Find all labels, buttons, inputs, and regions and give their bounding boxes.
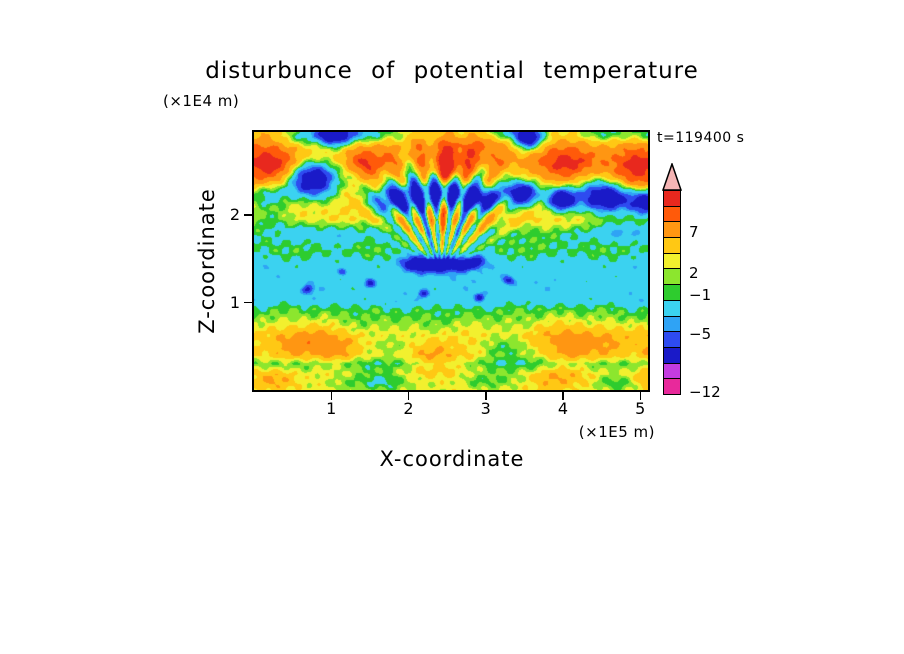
x-tick-label: 3 [480,399,491,418]
x-tick-label: 4 [557,399,569,418]
x-tick-mark [407,392,410,400]
colorbar-segment [664,252,680,269]
colorbar-label: −5 [689,324,712,343]
colorbar-segment [664,315,680,332]
colorbar-segment [664,221,680,238]
x-axis-title: X-coordinate [379,447,525,471]
colorbar-segment [664,268,680,285]
heatmap-canvas [254,132,648,390]
colorbar-segment [664,191,680,206]
y-tick-label: 1 [229,292,240,312]
x-tick-label: 2 [403,399,414,418]
y-tick-mark [244,301,252,304]
colorbar-label: −1 [689,285,712,304]
x-axis-unit-label: (×1E5 m) [578,423,655,441]
colorbar-segment [664,331,680,347]
plot-area [252,130,650,392]
colorbar-segment [664,205,680,222]
colorbar-segment [664,284,680,300]
colorbar [663,190,681,395]
y-axis-unit-label: (×1E4 m) [163,92,240,110]
y-tick-label: 2 [229,205,240,225]
colorbar-arrow-shape [662,163,682,191]
colorbar-label: 2 [689,264,699,283]
colorbar-segment [664,378,680,394]
x-tick-label: 1 [326,399,337,418]
x-tick-mark [330,392,332,400]
colorbar-label: 7 [689,223,699,242]
time-label: t=119400 s [657,130,745,146]
colorbar-segment [664,346,680,363]
colorbar-label: −12 [689,382,721,401]
x-tick-mark [485,392,487,400]
colorbar-segment [664,237,680,253]
chart-title: disturbunce of potential temperature [205,58,699,84]
colorbar-segment [664,299,680,316]
y-tick-mark [244,214,252,216]
colorbar-overflow-arrow-icon [662,163,682,191]
x-tick-mark [562,392,564,400]
x-tick-mark [639,392,642,400]
x-tick-label: 5 [635,399,646,418]
colorbar-segment [664,362,680,379]
